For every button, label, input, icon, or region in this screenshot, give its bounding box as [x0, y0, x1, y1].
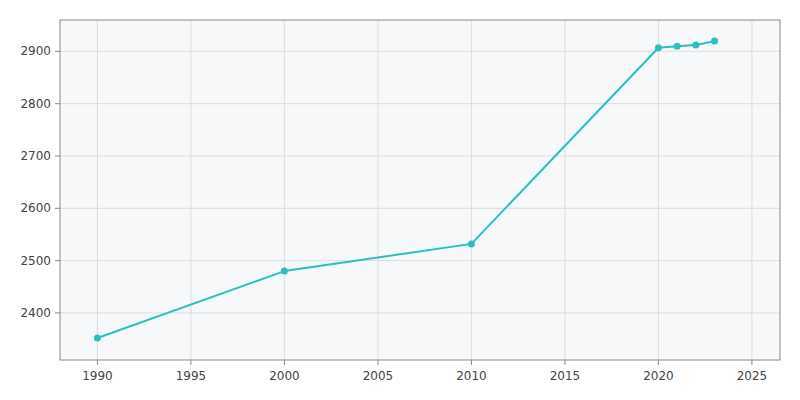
x-grid-line: [471, 20, 472, 360]
y-grid-line: [60, 51, 780, 52]
y-grid-line: [60, 208, 780, 209]
grid: [55, 20, 780, 365]
y-tick: [55, 103, 60, 104]
x-grid-line: [564, 20, 565, 360]
x-tick-label: 2020: [643, 369, 674, 383]
line: [97, 41, 714, 338]
x-tick: [97, 360, 98, 365]
x-tick: [471, 360, 472, 365]
y-tick-label: 2600: [20, 201, 51, 215]
y-tick-label: 2900: [20, 44, 51, 58]
x-tick: [190, 360, 191, 365]
x-grid-line: [284, 20, 285, 360]
y-tick: [55, 156, 60, 157]
y-tick-label: 2500: [20, 254, 51, 268]
x-tick: [284, 360, 285, 365]
x-tick-label: 2005: [363, 369, 394, 383]
y-grid-line: [60, 260, 780, 261]
y-tick: [55, 312, 60, 313]
point: [674, 43, 681, 50]
point: [655, 44, 662, 51]
y-grid-line: [60, 103, 780, 104]
point: [692, 42, 699, 49]
x-tick-label: 2000: [269, 369, 300, 383]
x-tick: [751, 360, 752, 365]
x-tick: [377, 360, 378, 365]
point: [281, 268, 288, 275]
point: [468, 240, 475, 247]
y-tick: [55, 208, 60, 209]
chart: 1990 1995 2000 2005 2010 2015 2020 2025 2400 2500…: [0, 0, 800, 400]
x-tick-label: 2010: [456, 369, 487, 383]
x-tick-label: 2025: [737, 369, 768, 383]
point: [94, 335, 101, 342]
x-tick-label: 2015: [550, 369, 581, 383]
x-grid-line: [377, 20, 378, 360]
x-grid-line: [190, 20, 191, 360]
x-tick: [564, 360, 565, 365]
x-grid-line: [751, 20, 752, 360]
y-tick: [55, 51, 60, 52]
point: [711, 37, 718, 44]
x-grid-line: [658, 20, 659, 360]
x-tick-label: 1995: [176, 369, 207, 383]
y-tick-label: 2800: [20, 97, 51, 111]
x-tick: [658, 360, 659, 365]
chart-container: 1990 1995 2000 2005 2010 2015 2020 2025 2400 2500…: [0, 0, 800, 400]
y-tick-label: 2400: [20, 306, 51, 320]
plot-frame: [60, 20, 780, 360]
y-tick-label: 2700: [20, 149, 51, 163]
y-grid-line: [60, 156, 780, 157]
plot-area: [60, 20, 780, 360]
x-grid-line: [97, 20, 98, 360]
tick-labels: 1990 1995 2000 2005 2010 2015 2020 2025 2400 2500…: [20, 44, 767, 383]
x-tick-label: 1990: [82, 369, 113, 383]
y-tick: [55, 260, 60, 261]
series: [94, 37, 718, 341]
